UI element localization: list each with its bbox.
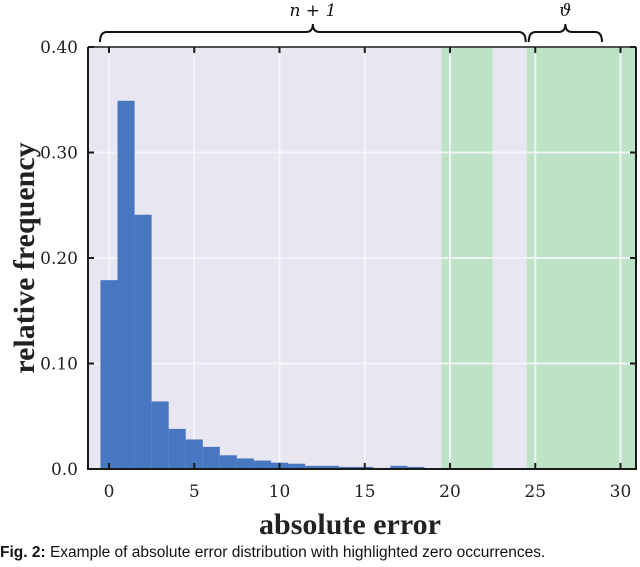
bar-bin-9 — [253, 460, 271, 469]
bar-bin-13 — [322, 465, 340, 469]
x-tick-label: 10 — [269, 482, 291, 502]
bar-bin-5 — [185, 439, 203, 469]
bar-bin-0 — [100, 280, 118, 469]
brace-0 — [99, 23, 527, 43]
y-tick-label: 0.30 — [40, 144, 78, 164]
bar-bin-17 — [390, 465, 408, 469]
x-axis-ticks: 0 5 10 15 20 25 30 — [104, 47, 632, 502]
bar-bin-3 — [151, 401, 169, 469]
brace-label-1: ϑ — [559, 1, 571, 21]
bar-bin-14 — [339, 466, 357, 469]
bar-bin-4 — [168, 428, 186, 469]
y-axis-ticks: 0.0 0.10 0.20 0.30 0.40 — [40, 38, 636, 480]
x-axis-title: absolute error — [259, 508, 441, 540]
x-tick-label: 5 — [189, 482, 200, 502]
bar-bin-12 — [305, 465, 323, 469]
x-tick-label: 0 — [104, 482, 115, 502]
brace-label-0: n + 1 — [289, 1, 336, 21]
y-tick-label: 0.20 — [40, 249, 78, 269]
bar-bin-18 — [407, 466, 425, 469]
y-tick-label: 0.40 — [40, 38, 78, 58]
y-tick-label: 0.10 — [40, 355, 78, 375]
bar-bin-11 — [288, 463, 306, 469]
x-tick-label: 30 — [610, 482, 632, 502]
caption-label: Fig. 2: — [0, 544, 46, 561]
caption-text: Example of absolute error distribution w… — [45, 544, 546, 561]
y-axis-title: relative frequency — [8, 142, 41, 373]
bar-bin-6 — [202, 446, 220, 469]
y-tick-label: 0.0 — [51, 460, 78, 480]
x-tick-label: 25 — [524, 482, 546, 502]
x-tick-label: 15 — [354, 482, 376, 502]
bar-bin-1 — [117, 100, 135, 470]
histogram-bars — [100, 100, 425, 470]
x-tick-label: 20 — [439, 482, 461, 502]
figure-caption: Fig. 2: Example of absolute error distri… — [0, 544, 640, 562]
brace-1 — [527, 23, 603, 43]
bar-bin-2 — [134, 214, 152, 469]
bar-bin-8 — [236, 458, 254, 469]
bar-bin-7 — [219, 455, 237, 469]
brace-annotations: n + 1 ϑ — [99, 1, 603, 43]
